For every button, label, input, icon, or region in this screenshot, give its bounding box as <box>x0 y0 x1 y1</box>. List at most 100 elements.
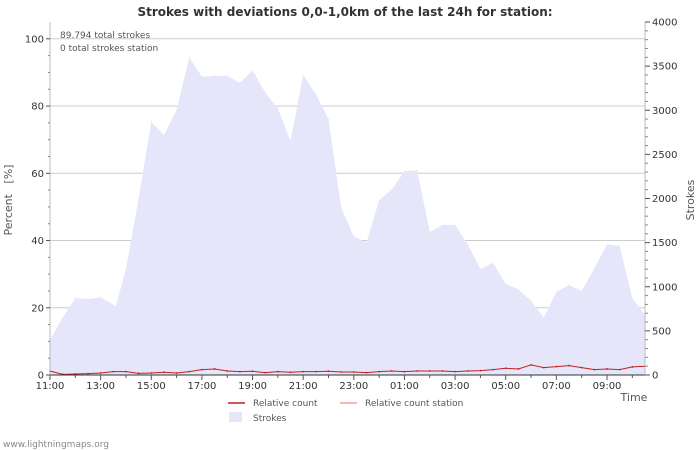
strokes-point <box>505 283 507 285</box>
info-total-strokes: 89.794 total strokes <box>60 31 150 41</box>
relative-count-point <box>99 372 102 374</box>
strokes-point <box>429 231 431 233</box>
strokes-point <box>619 245 621 247</box>
strokes-point <box>289 140 292 142</box>
relative-count-point <box>314 370 317 373</box>
strokes-point <box>74 297 76 299</box>
x-ticks: 11:00 13:00 15:00 17:00 19:00 21:00 23:00 01:00… <box>36 375 633 392</box>
strokes-point <box>340 206 342 208</box>
right-tick-label: 2000 <box>652 194 677 205</box>
relative-count-point <box>264 371 267 374</box>
relative-count-point <box>606 368 608 370</box>
strokes-point <box>403 170 406 172</box>
relative-count-point <box>441 370 444 372</box>
strokes-point <box>264 92 266 94</box>
strokes-point <box>353 235 355 238</box>
relative-count-point <box>479 369 482 372</box>
strokes-point <box>365 242 368 244</box>
strokes-point <box>327 118 330 120</box>
x-tick-label: 21:00 <box>289 381 318 392</box>
x-axis-label: Time <box>620 391 648 404</box>
strokes-point <box>593 267 595 269</box>
relative-count-point <box>112 370 115 373</box>
relative-count-point <box>213 368 216 370</box>
left-tick-label: 20 <box>31 303 44 314</box>
relative-count-point <box>631 366 634 368</box>
strokes-point <box>87 298 89 300</box>
right-tick-label: 500 <box>652 326 671 337</box>
strokes-point <box>226 75 228 77</box>
left-tick-label: 40 <box>31 236 44 247</box>
relative-count-point <box>226 370 229 372</box>
legend-swatch-strokes <box>229 412 242 422</box>
relative-count-points <box>49 364 646 376</box>
strokes-point <box>239 82 241 84</box>
relative-count-point <box>150 372 153 374</box>
relative-count-point <box>555 365 558 368</box>
relative-count-point <box>74 373 77 375</box>
strokes-point <box>115 305 117 307</box>
relative-count-point <box>454 370 457 373</box>
relative-count-point <box>352 371 355 373</box>
relative-count-point <box>517 368 520 370</box>
strokes-point <box>416 169 418 171</box>
right-tick-label: 2500 <box>652 150 677 161</box>
right-tick-label: 3500 <box>652 62 677 73</box>
footer-credit: www.lightningmaps.org <box>3 440 109 450</box>
strokes-points <box>49 56 646 341</box>
right-tick-label: 4000 <box>652 18 677 29</box>
right-tick-label: 3000 <box>652 106 677 117</box>
strokes-point <box>391 189 393 191</box>
strokes-point <box>163 134 165 136</box>
y-axis-label-left: Percent [%] <box>2 165 15 236</box>
relative-count-point <box>416 370 419 372</box>
x-tick-label: 17:00 <box>188 381 217 392</box>
relative-count-point <box>238 370 241 373</box>
strokes-point <box>568 284 570 286</box>
strokes-point <box>581 290 583 292</box>
relative-count-point <box>542 366 545 369</box>
right-tick-label: 1500 <box>652 238 677 249</box>
relative-count-line <box>49 364 646 375</box>
relative-count-point <box>163 371 165 374</box>
relative-count-point <box>302 370 305 373</box>
relative-count-point <box>403 370 406 373</box>
strokes-point <box>125 268 127 270</box>
strokes-point <box>100 296 102 298</box>
strokes-point <box>315 93 317 95</box>
x-tick-label: 03:00 <box>441 381 470 392</box>
strokes-point <box>555 291 557 293</box>
strokes-point <box>251 69 254 72</box>
left-tick-label: 100 <box>25 34 44 45</box>
legend-label-strokes: Strokes <box>253 414 287 424</box>
relative-count-point <box>87 372 89 375</box>
relative-count-point <box>618 368 621 371</box>
relative-count-point <box>593 368 596 371</box>
relative-count-point <box>365 371 368 374</box>
strokes-point <box>138 197 140 200</box>
x-tick-label: 09:00 <box>593 381 622 392</box>
relative-count-point <box>175 372 178 374</box>
relative-count-point <box>504 367 507 370</box>
strokes-point <box>479 268 482 270</box>
relative-count-point <box>390 370 393 372</box>
legend-label-relative-count: Relative count <box>253 399 318 409</box>
strokes-area <box>50 57 645 376</box>
relative-count-point <box>201 368 203 371</box>
strokes-point <box>517 288 520 290</box>
relative-count-point <box>428 370 431 372</box>
plot-area <box>49 22 646 376</box>
x-tick-label: 05:00 <box>491 381 520 392</box>
x-tick-label: 15:00 <box>137 381 166 392</box>
x-tick-label: 07:00 <box>542 381 571 392</box>
strokes-point <box>302 74 304 76</box>
strokes-point <box>213 75 216 77</box>
legend-label-relative-count-station: Relative count station <box>365 399 463 409</box>
relative-count-point <box>466 370 469 372</box>
relative-count-point <box>125 370 127 373</box>
strokes-point <box>441 224 444 226</box>
relative-count-point <box>289 371 292 374</box>
strokes-point <box>150 121 152 123</box>
info-total-strokes-station: 0 total strokes station <box>60 44 158 54</box>
